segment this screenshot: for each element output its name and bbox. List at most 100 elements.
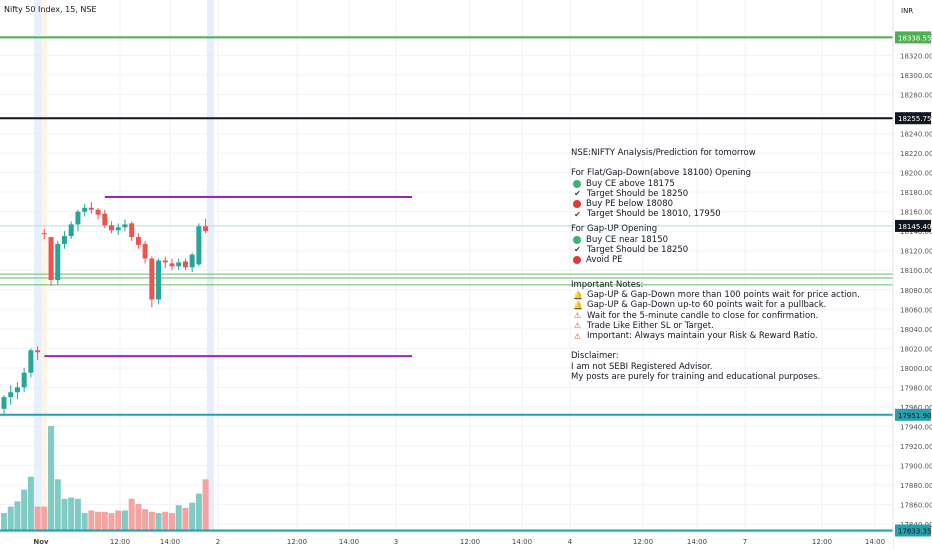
note-item: ✔ Target Should be 18250 xyxy=(574,244,689,255)
candle xyxy=(82,207,88,212)
price-tick-label: 18040.00 xyxy=(900,326,932,334)
price-tick-label: 18240.00 xyxy=(900,131,932,139)
price-tick-label: 17960.00 xyxy=(900,404,932,412)
time-tick-label: 14:00 xyxy=(160,538,180,546)
candle xyxy=(149,258,155,300)
candle xyxy=(55,243,61,280)
volume-bar xyxy=(34,506,41,530)
price-tag xyxy=(895,524,931,537)
volume-bar xyxy=(115,510,122,530)
volume-bar xyxy=(169,513,175,530)
candle xyxy=(48,237,54,280)
time-tick-label: 12:00 xyxy=(110,538,130,546)
disclaimer-title: Disclaimer: xyxy=(571,351,619,362)
time-tick-label: 2 xyxy=(216,538,220,546)
note-item: Buy PE below 18080 xyxy=(571,199,860,209)
candle xyxy=(88,207,94,210)
price-tag xyxy=(895,219,931,232)
candle xyxy=(189,254,195,268)
candle xyxy=(61,236,67,244)
candle xyxy=(142,243,148,259)
green-circle-icon xyxy=(573,235,581,244)
section-flat-gapdown: For Flat/Gap-Down(above 18100) Opening xyxy=(571,168,751,179)
volume-bar xyxy=(189,502,196,530)
bell-icon: 🔔 xyxy=(573,290,583,300)
volume-bar xyxy=(88,510,95,530)
candle xyxy=(169,263,175,267)
checkmark-icon: ✔ xyxy=(574,209,581,219)
price-tick-label: 18280.00 xyxy=(900,92,932,100)
volume-bar xyxy=(95,511,102,530)
red-circle-icon xyxy=(573,255,581,264)
note-item: ⚠ Wait for the 5-minute candle to close f… xyxy=(573,310,819,321)
time-tick-label: 12:00 xyxy=(287,538,307,546)
time-tick-label: 14:00 xyxy=(512,538,532,546)
warning-icon: ⚠ xyxy=(573,331,582,341)
time-tick-label: 14:00 xyxy=(687,538,707,546)
symbol-title: Nifty 50 Index, 15, NSE xyxy=(4,5,97,14)
price-tick-label: 18160.00 xyxy=(900,209,932,217)
price-tag-label: 18255.75 xyxy=(898,115,931,123)
volume-bar xyxy=(148,511,155,530)
volume-bar xyxy=(155,513,162,530)
time-tick-label: 12:00 xyxy=(812,538,832,546)
note-item: ✔ Target Should be 18250 xyxy=(574,188,689,199)
volume-bar xyxy=(21,489,28,530)
price-tag xyxy=(895,408,931,421)
candle xyxy=(176,262,182,267)
note-item: Avoid PE xyxy=(571,255,860,265)
note-item: 🔔 Gap-UP & Gap-Down more than 100 points … xyxy=(573,290,860,301)
volume-bar xyxy=(1,513,7,530)
volume-bar xyxy=(135,504,142,530)
price-tick-label: 18300.00 xyxy=(900,72,932,80)
volume-bar xyxy=(175,505,182,530)
time-tick-label: 12:00 xyxy=(633,538,653,546)
volume-bar xyxy=(182,507,189,530)
session-band xyxy=(207,0,214,532)
candle xyxy=(129,223,135,238)
note-item: Buy CE above 18175 xyxy=(571,179,860,189)
time-tick-label: 12:00 xyxy=(460,538,480,546)
analysis-notes: NSE:NIFTY Analysis/Prediction for tomorr… xyxy=(571,148,860,382)
price-tag-label: 18145.40 xyxy=(898,223,931,231)
note-item: ⚠ Trade Like Either SL or Target. xyxy=(573,320,714,331)
volume-bar xyxy=(108,513,115,530)
red-circle-icon xyxy=(573,200,581,209)
price-tick-label: 18140.00 xyxy=(900,228,932,236)
price-tick-label: 18120.00 xyxy=(900,248,932,256)
candle xyxy=(14,387,20,393)
note-item: Buy CE near 18150 xyxy=(571,235,860,245)
price-tick-label: 18200.00 xyxy=(900,170,932,178)
volume-bar xyxy=(162,511,169,530)
candle xyxy=(203,226,209,232)
candle xyxy=(75,211,81,225)
price-tick-label: 18180.00 xyxy=(900,189,932,197)
section-gapup: For Gap-UP Opening xyxy=(571,224,658,235)
candle xyxy=(68,224,74,237)
note-item: 🔔 Gap-UP & Gap-Down up-to 60 points wait … xyxy=(573,300,827,311)
candle xyxy=(35,350,41,353)
volume-bar xyxy=(48,426,55,530)
volume-bar xyxy=(81,513,88,530)
volume-bar xyxy=(7,506,14,530)
volume-bar xyxy=(202,479,209,530)
candle xyxy=(109,225,115,231)
price-tick-label: 17900.00 xyxy=(900,462,932,470)
price-tag xyxy=(895,112,931,125)
volume-bar xyxy=(121,510,128,530)
disclaimer-line: My posts are purely for training and edu… xyxy=(571,371,821,382)
price-tag-label: 17951.90 xyxy=(898,412,931,420)
checkmark-icon: ✔ xyxy=(574,189,581,199)
price-tick-label: 17980.00 xyxy=(900,384,932,392)
candle xyxy=(182,261,188,268)
volume-bar xyxy=(74,498,81,530)
note-item: ✔ Target Should be 18010, 17950 xyxy=(574,209,721,220)
price-tick-label: 17880.00 xyxy=(900,482,932,490)
important-title: Important Notes: xyxy=(571,280,644,291)
price-tick-label: 17940.00 xyxy=(900,423,932,431)
price-tag-label: 17833.35 xyxy=(898,527,931,535)
candle xyxy=(8,392,14,398)
volume-bar xyxy=(27,476,34,530)
disclaimer-line: I am not SEBI Registered Advisor. xyxy=(571,361,713,372)
